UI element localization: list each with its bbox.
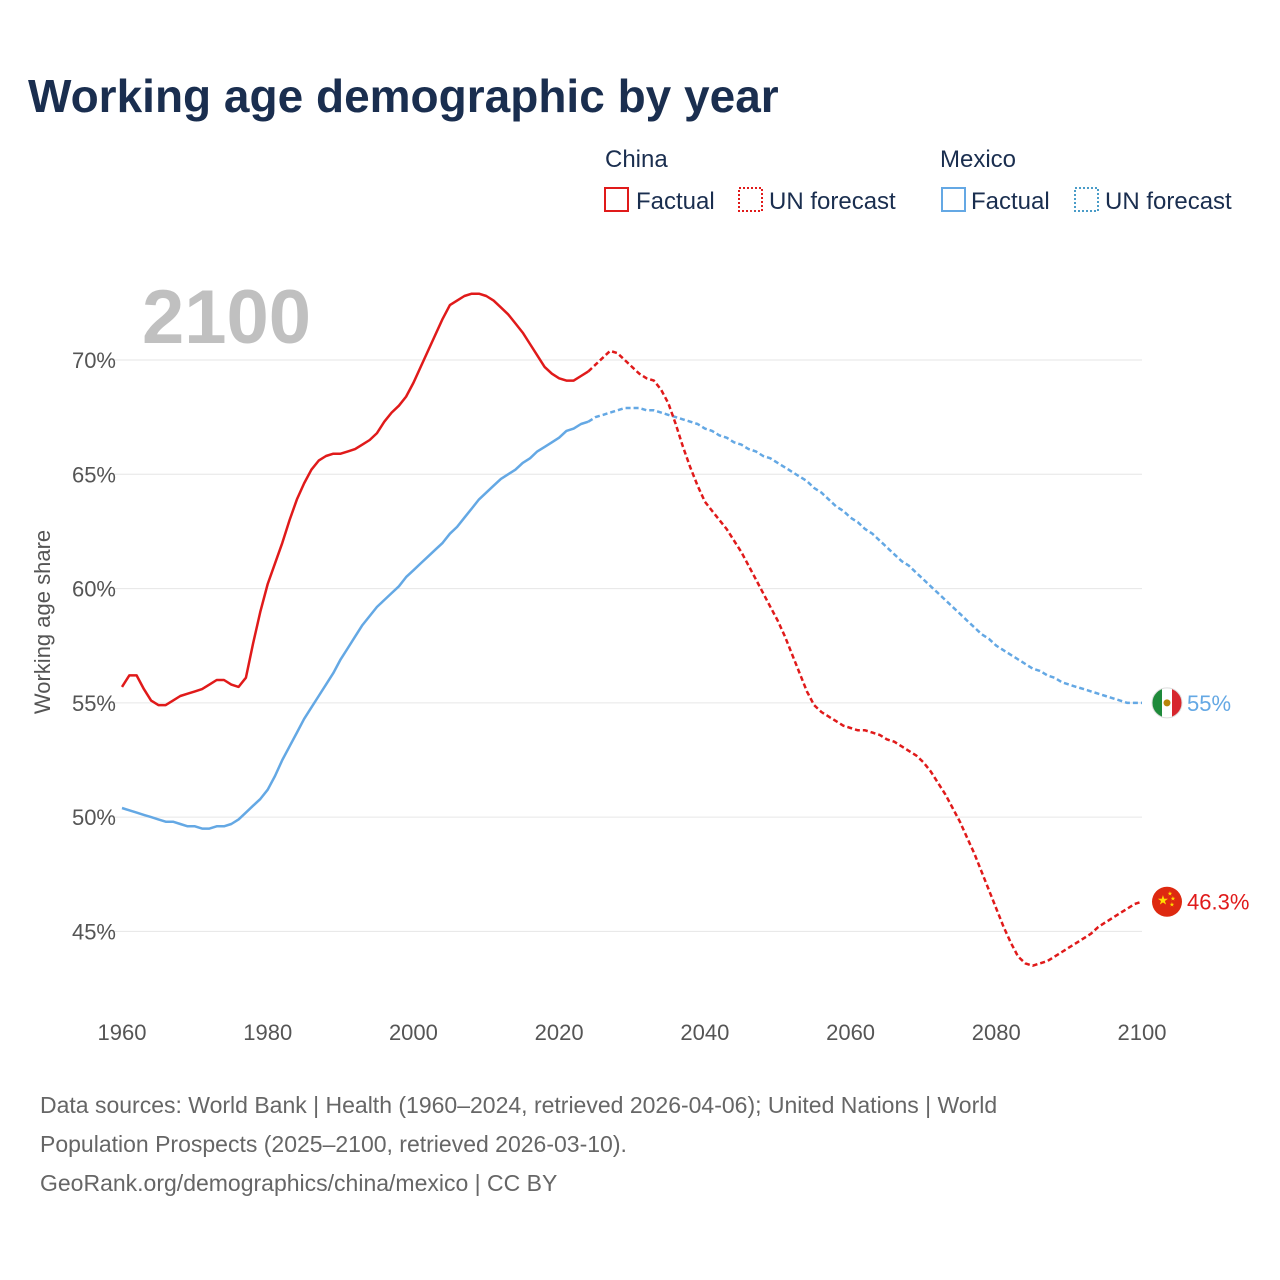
- legend: China Factual UN forecast Mexico Factual…: [604, 146, 1232, 215]
- y-axis-ticks: 45% 50% 55% 60% 65% 70%: [72, 348, 116, 944]
- y-tick-label-45: 45%: [72, 919, 116, 944]
- x-tick-label-2000: 2000: [389, 1020, 438, 1045]
- x-tick-label-1960: 1960: [98, 1020, 147, 1045]
- y-tick-label-55: 55%: [72, 691, 116, 716]
- legend-item-china-factual: Factual: [636, 188, 715, 215]
- x-tick-label-2100: 2100: [1118, 1020, 1167, 1045]
- x-tick-label-1980: 1980: [243, 1020, 292, 1045]
- y-tick-label-60: 60%: [72, 577, 116, 602]
- legend-swatch-china-factual: [604, 187, 629, 212]
- source-note: Data sources: World Bank | Health (1960–…: [40, 1092, 997, 1196]
- mexico-flag-icon: [1151, 687, 1183, 719]
- legend-group-mexico: Mexico Factual UN forecast: [940, 146, 1232, 215]
- y-tick-label-70: 70%: [72, 348, 116, 373]
- legend-item-china-forecast: UN forecast: [769, 188, 896, 215]
- x-axis-ticks: 1960 1980 2000 2020 2040 2060 2080 2100: [98, 1020, 1167, 1045]
- legend-group-label-china: China: [605, 146, 668, 173]
- legend-swatch-mexico-factual: [941, 187, 966, 212]
- chart-title: Working age demographic by year: [28, 70, 779, 122]
- series-line-mexico-factual: [121, 420, 589, 830]
- series-line-china-forecast: [587, 349, 1143, 967]
- legend-item-mexico-factual: Factual: [971, 188, 1050, 215]
- svg-text:★: ★: [1157, 893, 1169, 908]
- legend-group-label-mexico: Mexico: [940, 146, 1016, 173]
- x-tick-label-2080: 2080: [972, 1020, 1021, 1045]
- y-tick-label-65: 65%: [72, 462, 116, 487]
- source-line-2: Population Prospects (2025–2100, retriev…: [40, 1131, 627, 1157]
- x-tick-label-2060: 2060: [826, 1020, 875, 1045]
- current-year-watermark: 2100: [142, 275, 311, 360]
- source-line-1: Data sources: World Bank | Health (1960–…: [40, 1092, 997, 1118]
- series-line-mexico-forecast: [587, 406, 1142, 705]
- x-tick-label-2020: 2020: [535, 1020, 584, 1045]
- end-label-mexico: 55%: [1187, 691, 1231, 716]
- y-tick-label-50: 50%: [72, 805, 116, 830]
- source-line-3: GeoRank.org/demographics/china/mexico | …: [40, 1170, 557, 1196]
- legend-group-china: China Factual UN forecast: [604, 146, 896, 215]
- legend-swatch-china-forecast: [738, 187, 763, 212]
- legend-swatch-mexico-forecast: [1074, 187, 1099, 212]
- y-axis-title: Working age share: [30, 530, 55, 714]
- series-line-china-factual: [120, 292, 589, 707]
- gridlines: [112, 359, 1142, 932]
- legend-item-mexico-forecast: UN forecast: [1105, 188, 1232, 215]
- svg-text:★: ★: [1170, 896, 1175, 903]
- end-label-china: 46.3%: [1187, 890, 1249, 915]
- end-marker-china: ★ ★ ★ ★ 46.3%: [1152, 886, 1249, 917]
- svg-text:★: ★: [1167, 891, 1172, 898]
- x-tick-label-2040: 2040: [680, 1020, 729, 1045]
- svg-text:★: ★: [1169, 902, 1174, 909]
- china-flag-icon: ★ ★ ★ ★: [1152, 886, 1182, 917]
- end-marker-mexico: 55%: [1151, 687, 1231, 719]
- series-lines: [120, 292, 1143, 967]
